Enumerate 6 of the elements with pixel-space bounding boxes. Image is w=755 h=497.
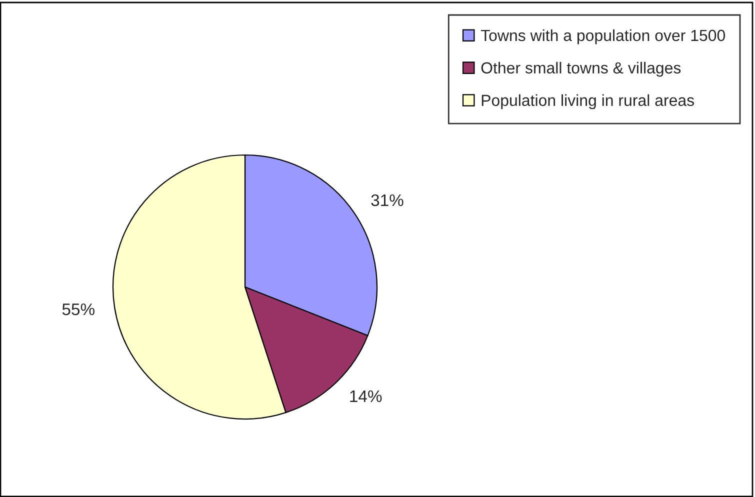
data-label: 14%: [350, 390, 382, 402]
data-label: 31%: [371, 194, 404, 206]
legend-label: Towns with a population over 1500: [480, 29, 726, 44]
legend-label: Other small towns & villages: [481, 62, 681, 77]
legend-label: Population living in rural areas: [482, 94, 694, 110]
data-label: 55%: [62, 303, 94, 316]
